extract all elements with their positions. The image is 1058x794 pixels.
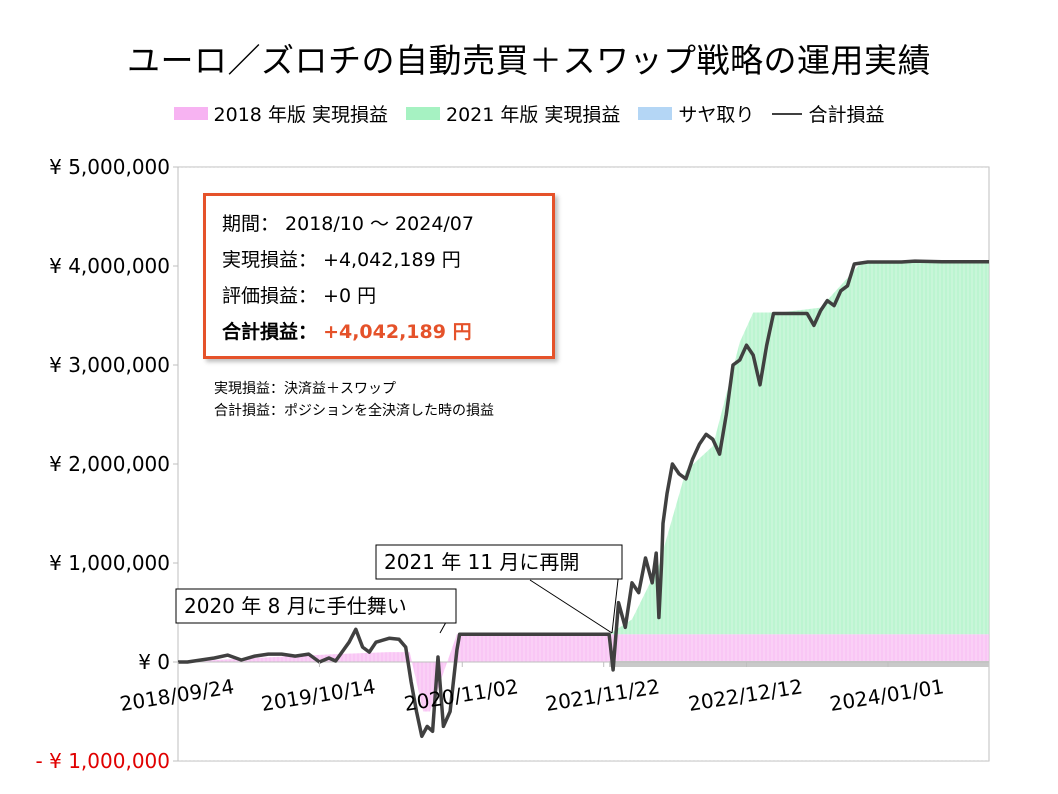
chart-title: ユーロ／ズロチの自動売買＋スワップ戦略の運用実績 (127, 41, 931, 80)
summary-period: 期間： 2018/10 ～ 2024/07 (222, 213, 474, 235)
y-tick-label: ¥ 1,000,000 (49, 551, 170, 575)
total-pnl-line (178, 259, 989, 739)
annotation-2020-box (175, 588, 457, 624)
y-tick-label: ¥ 0 (138, 650, 170, 674)
legend-swatch-saya (638, 107, 673, 120)
legend-swatch-2021 (405, 107, 440, 120)
y-tick-label: - ¥ 1,000,000 (36, 749, 170, 773)
x-tick-label: 2018/09/24 (118, 674, 236, 716)
legend-item-saya: サヤ取り (638, 100, 754, 127)
y-tick-label: ¥ 2,000,000 (49, 452, 170, 476)
y-tick-label: ¥ 5,000,000 (49, 155, 170, 179)
y-tick-label: ¥ 4,000,000 (49, 254, 170, 278)
summary-box: 期間： 2018/10 ～ 2024/07 実現損益： +4,042,189 円… (203, 193, 555, 359)
legend-item-2021: 2021 年版 実現損益 (405, 100, 621, 127)
legend-item-total: 合計損益 (772, 100, 884, 127)
notes: 実現損益：決済益＋スワップ 合計損益：ポジションを全決済した時の損益 (214, 378, 494, 422)
annotation-2021-text: 2021 年 11 月に再開 (384, 550, 579, 574)
note-total: 合計損益：ポジションを全決済した時の損益 (214, 403, 494, 419)
saya-band (609, 661, 989, 667)
y-axis: ¥ 5,000,000 ¥ 4,000,000 ¥ 3,000,000 ¥ 2,000… (36, 155, 178, 773)
legend-item-2018: 2018 年版 実現損益 (173, 100, 388, 127)
summary-total-value: +4,042,189 円 (323, 321, 472, 343)
annotation-2021-box (375, 544, 623, 580)
legend-label-total: 合計損益 (808, 104, 885, 126)
legend-label-2021: 2021 年版 実現損益 (445, 104, 621, 126)
zero-baseline (178, 661, 989, 667)
y-tick-label: ¥ 3,000,000 (49, 353, 170, 377)
legend: 2018 年版 実現損益 2021 年版 実現損益 サヤ取り 合計損益 (0, 100, 1058, 127)
area-2018 (178, 634, 989, 712)
summary-total-label: 合計損益： (222, 321, 318, 343)
annotation-2020-text: 2020 年 8 月に手仕舞い (184, 594, 407, 618)
legend-swatch-total (772, 112, 803, 115)
legend-label-saya: サヤ取り (678, 104, 755, 126)
legend-label-2018: 2018 年版 実現損益 (213, 104, 388, 126)
summary-realized: 実現損益： +4,042,189 円 (222, 249, 461, 271)
summary-unrealized: 評価損益： +0 円 (222, 285, 377, 307)
note-realized: 実現損益：決済益＋スワップ (214, 381, 396, 397)
series-lines (178, 259, 989, 739)
summary-total: 合計損益： +4,042,189 円 (222, 314, 552, 350)
area-2021 (609, 262, 989, 635)
legend-swatch-2018 (173, 107, 208, 120)
annotation-2021-leader-b (529, 579, 613, 634)
